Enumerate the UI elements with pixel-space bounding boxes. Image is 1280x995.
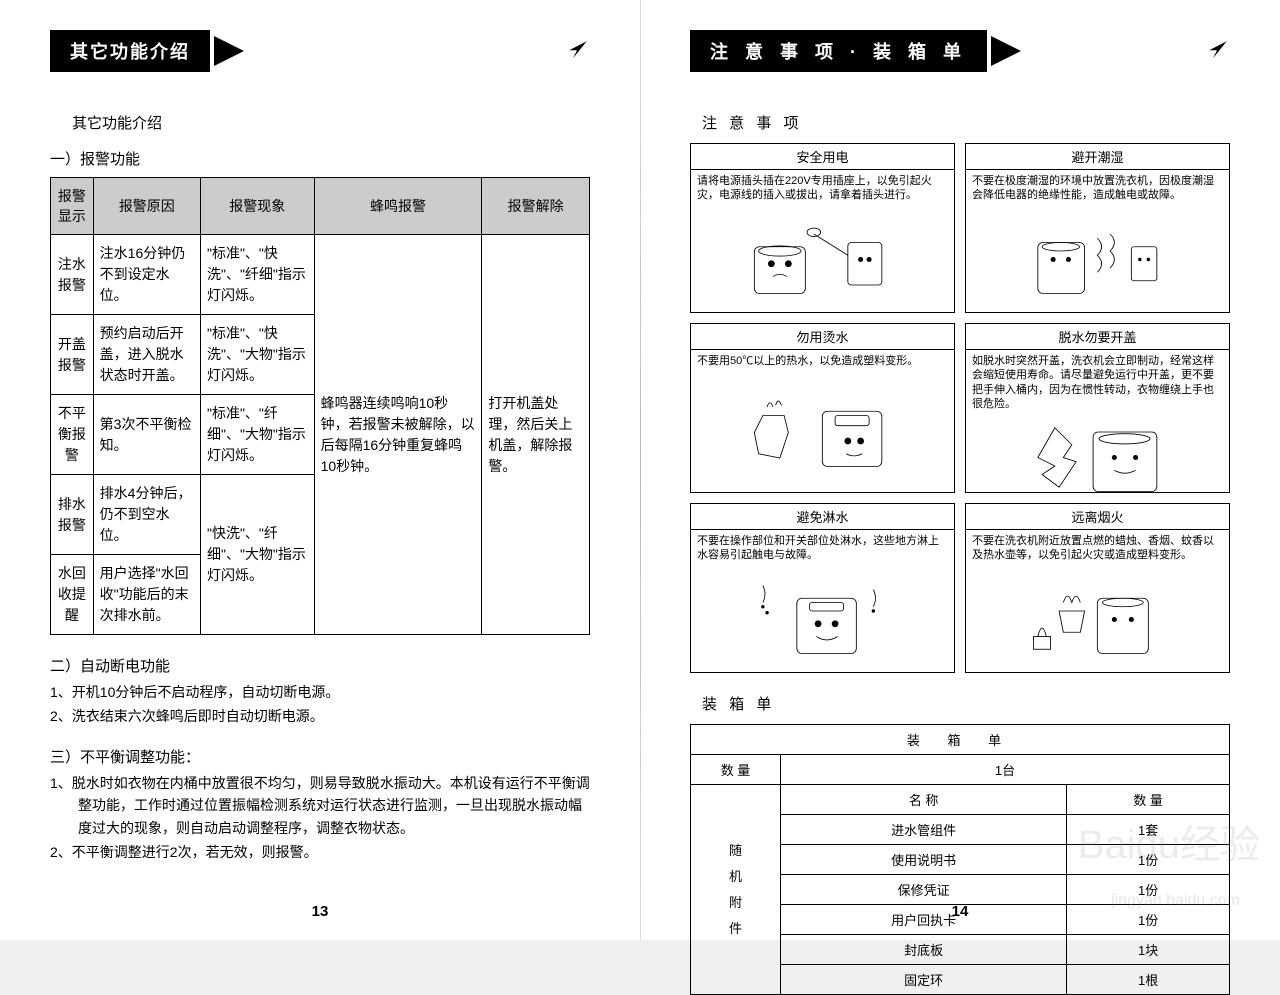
warning-title: 避开潮湿 xyxy=(966,144,1229,170)
warning-desc: 不要在操作部位和开关部位处淋水，这些地方淋上水容易引起触电与故障。 xyxy=(691,530,954,567)
warning-title: 勿用烫水 xyxy=(691,324,954,350)
packing-title: 装 箱 单 xyxy=(702,693,1230,714)
right-page-number: 14 xyxy=(690,903,1230,920)
left-header-title: 其它功能介绍 xyxy=(50,30,210,72)
left-subtitle: 其它功能介绍 xyxy=(72,112,590,133)
warning-illustration xyxy=(691,567,954,672)
warning-box: 避免淋水 不要在操作部位和开关部位处淋水，这些地方淋上水容易引起触电与故障。 xyxy=(690,503,955,673)
warning-title: 避免淋水 xyxy=(691,504,954,530)
warning-title: 脱水勿要开盖 xyxy=(966,324,1229,350)
th: 报警解除 xyxy=(482,178,590,235)
section-2-header: 二）自动断电功能 xyxy=(50,655,590,679)
table-header-row: 报警显示 报警原因 报警现象 蜂鸣报警 报警解除 xyxy=(51,178,590,235)
warning-illustration xyxy=(966,567,1229,672)
page-spread: 其它功能介绍 其它功能介绍 一）报警功能 报警显示 报警原因 报警现象 蜂鸣报警… xyxy=(0,0,1280,940)
th: 报警显示 xyxy=(51,178,94,235)
left-page-number: 13 xyxy=(50,903,590,920)
header-arrow-icon xyxy=(1204,36,1230,67)
warning-desc: 不要在洗衣机附近放置点燃的蜡烛、香烟、蚊香以及热水壶等，以免引起火灾或造成塑料变… xyxy=(966,530,1229,567)
warning-title: 安全用电 xyxy=(691,144,954,170)
warning-box: 脱水勿要开盖 如脱水时突然开盖，洗衣机会立即制动，经常这样会缩短使用寿命。请尽量… xyxy=(965,323,1230,493)
right-page: 注 意 事 项 · 装 箱 单 注 意 事 项 安全用电 请将电源插头插在220… xyxy=(640,0,1280,940)
warning-box: 安全用电 请将电源插头插在220V专用插座上，以免引起火灾，电源线的插入或拔出，… xyxy=(690,143,955,313)
right-header-title: 注 意 事 项 · 装 箱 单 xyxy=(690,30,987,72)
warning-box: 远离烟火 不要在洗衣机附近放置点燃的蜡烛、香烟、蚊香以及热水壶等，以免引起火灾或… xyxy=(965,503,1230,673)
th: 报警原因 xyxy=(93,178,200,235)
warning-desc: 请将电源插头插在220V专用插座上，以免引起火灾，电源线的插入或拔出，请拿着插头… xyxy=(691,170,954,207)
warnings-grid: 安全用电 请将电源插头插在220V专用插座上，以免引起火灾，电源线的插入或拔出，… xyxy=(690,143,1230,673)
warning-box: 勿用烫水 不要用50℃以上的热水，以免造成塑料变形。 xyxy=(690,323,955,493)
section-2: 二）自动断电功能 1、开机10分钟后不启动程序，自动切断电源。 2、洗衣结束六次… xyxy=(50,655,590,728)
section-1-header: 一）报警功能 xyxy=(50,148,590,169)
accessories-label: 随机附件 xyxy=(691,785,781,995)
warning-illustration xyxy=(966,415,1229,500)
left-header-bar: 其它功能介绍 xyxy=(50,30,590,72)
th: 报警现象 xyxy=(200,178,314,235)
packing-table: 装 箱 单 数 量 1台 随机附件 名 称 数 量 进水管组件1套 使用说明书1… xyxy=(690,724,1230,995)
warning-desc: 不要在极度潮湿的环境中放置洗衣机，因极度潮湿会降低电器的绝缘性能，造成触电或故障… xyxy=(966,170,1229,207)
header-triangle-icon xyxy=(214,36,244,66)
th: 蜂鸣报警 xyxy=(314,178,482,235)
list-item: 2、不平衡调整进行2次，若无效，则报警。 xyxy=(50,841,590,863)
warning-title: 远离烟火 xyxy=(966,504,1229,530)
list-item: 1、开机10分钟后不启动程序，自动切断电源。 xyxy=(50,681,590,703)
left-page: 其它功能介绍 其它功能介绍 一）报警功能 报警显示 报警原因 报警现象 蜂鸣报警… xyxy=(0,0,640,940)
warning-desc: 如脱水时突然开盖，洗衣机会立即制动，经常这样会缩短使用寿命。请尽量避免运行中开盖… xyxy=(966,350,1229,415)
alarm-table: 报警显示 报警原因 报警现象 蜂鸣报警 报警解除 注水报警 注水16分钟仍不到设… xyxy=(50,177,590,635)
warning-desc: 不要用50℃以上的热水，以免造成塑料变形。 xyxy=(691,350,954,372)
cautions-title: 注 意 事 项 xyxy=(702,112,1230,133)
list-item: 2、洗衣结束六次蜂鸣后即时自动切断电源。 xyxy=(50,705,590,727)
warning-illustration xyxy=(691,207,954,312)
list-item: 1、脱水时如衣物在内桶中放置很不均匀，则易导致脱水振动大。本机设有运行不平衡调整… xyxy=(50,772,590,839)
table-row: 注水报警 注水16分钟仍不到设定水位。 "标准"、"快洗"、"纤细"指示灯闪烁。… xyxy=(51,235,590,315)
section-3: 三）不平衡调整功能： 1、脱水时如衣物在内桶中放置很不均匀，则易导致脱水振动大。… xyxy=(50,746,590,864)
section-3-header: 三）不平衡调整功能： xyxy=(50,746,590,770)
right-header-bar: 注 意 事 项 · 装 箱 单 xyxy=(690,30,1230,72)
warning-illustration xyxy=(966,207,1229,312)
header-arrow-icon xyxy=(564,36,590,67)
header-triangle-icon xyxy=(991,36,1021,66)
warning-box: 避开潮湿 不要在极度潮湿的环境中放置洗衣机，因极度潮湿会降低电器的绝缘性能，造成… xyxy=(965,143,1230,313)
warning-illustration xyxy=(691,372,954,492)
